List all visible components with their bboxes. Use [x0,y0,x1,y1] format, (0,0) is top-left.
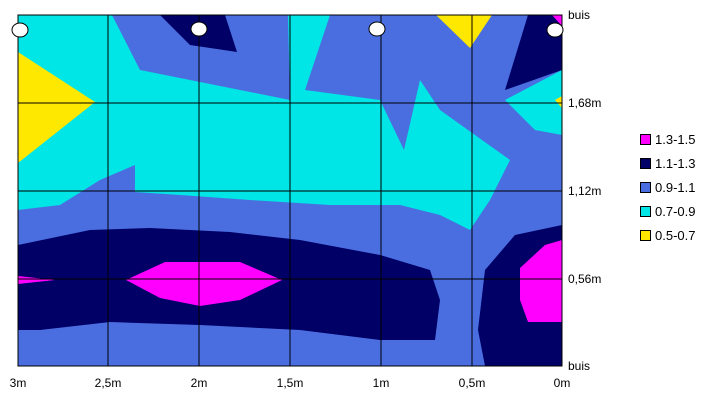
region-yellow-right [555,96,562,108]
x-tick-label: 3m [10,376,27,390]
pipe-marker [11,22,29,38]
x-tick-label: 0m [554,376,571,390]
y-tick-label: 0,56m [568,272,601,286]
legend-label: 0.9-1.1 [655,179,696,195]
legend-item: 1.3-1.5 [640,128,695,150]
pipe-marker [190,21,208,37]
pipe-marker [368,21,386,37]
region-yellow-top [436,15,492,48]
plot-area [11,14,564,367]
legend-item: 0.9-1.1 [640,176,695,198]
pipe-markers [11,21,564,38]
y-tick-label: buis [568,359,590,373]
legend-item: 0.5-0.7 [640,224,695,246]
y-tick-label: 1,12m [568,184,601,198]
y-tick-label: buis [568,8,590,22]
legend-label: 0.7-0.9 [655,203,696,219]
legend-label: 1.1-1.3 [655,155,696,171]
legend-swatch [640,181,651,193]
legend-swatch [640,157,651,169]
legend-label: 1.3-1.5 [655,131,696,147]
legend-item: 1.1-1.3 [640,152,695,174]
legend-swatch [640,205,651,217]
x-tick-label: 2m [191,376,208,390]
region-magenta-center [126,262,282,306]
x-tick-label: 0,5m [459,376,486,390]
x-tick-label: 1m [373,376,390,390]
legend-label: 0.5-0.7 [655,227,696,243]
x-tick-label: 1,5m [277,376,304,390]
region-yellow-left [18,52,95,163]
legend-swatch [640,133,651,145]
y-axis-ticks: buis 1,68m 1,12m 0,56m buis [568,8,601,373]
legend-item: 0.7-0.9 [640,200,695,222]
pipe-marker [546,22,564,38]
x-tick-label: 2,5m [95,376,122,390]
y-tick-label: 1,68m [568,96,601,110]
legend-swatch [640,229,651,241]
region-magenta-right [520,240,562,322]
region-cyan-upper [18,15,510,230]
grid-lines [18,15,562,366]
legend: 1.3-1.5 1.1-1.3 0.9-1.1 0.7-0.9 0.5-0.7 [640,128,695,248]
region-magenta-left [18,276,55,284]
region-magenta-top-right [552,15,562,26]
plot-border [17,14,563,367]
x-axis-ticks: 3m 2,5m 2m 1,5m 1m 0,5m 0m [10,376,571,390]
